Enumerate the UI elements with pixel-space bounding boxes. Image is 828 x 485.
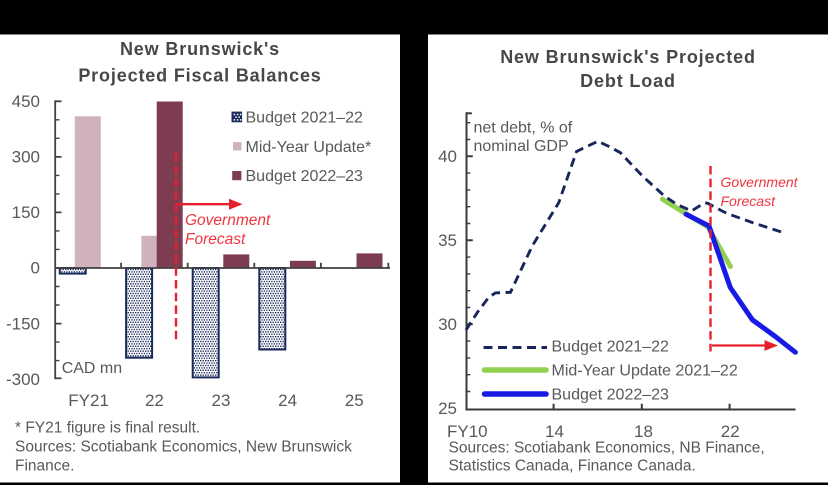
svg-text:Debt Load: Debt Load (580, 71, 676, 91)
svg-text:22: 22 (145, 391, 164, 410)
svg-text:24: 24 (278, 391, 297, 410)
svg-text:Finance.: Finance. (15, 458, 74, 475)
svg-text:nominal GDP: nominal GDP (474, 138, 569, 155)
svg-text:Government: Government (185, 212, 271, 229)
svg-text:Statistics Canada, Finance Can: Statistics Canada, Finance Canada. (449, 458, 696, 475)
svg-text:35: 35 (438, 231, 457, 250)
svg-text:Forecast: Forecast (721, 193, 777, 209)
svg-text:300: 300 (12, 148, 40, 167)
svg-text:-300: -300 (6, 370, 40, 389)
svg-text:Government: Government (721, 174, 799, 190)
svg-text:25: 25 (345, 391, 364, 410)
svg-text:New Brunswick's: New Brunswick's (120, 39, 280, 59)
svg-text:Sources: Scotiabank Economics,: Sources: Scotiabank Economics, NB Financ… (449, 440, 765, 457)
svg-text:Budget 2022–23: Budget 2022–23 (552, 387, 670, 404)
svg-text:Sources: Scotiabank Economics,: Sources: Scotiabank Economics, New Bruns… (15, 439, 352, 456)
svg-text:22: 22 (721, 422, 740, 441)
svg-text:-150: -150 (6, 314, 40, 333)
svg-text:* FY21 figure is final result.: * FY21 figure is final result. (15, 420, 200, 437)
svg-text:FY21: FY21 (68, 391, 109, 410)
svg-text:Budget 2021–22: Budget 2021–22 (246, 110, 364, 127)
svg-text:net debt, % of: net debt, % of (474, 120, 573, 137)
svg-text:0: 0 (31, 259, 40, 278)
svg-text:18: 18 (634, 422, 653, 441)
svg-text:Budget 2022–23: Budget 2022–23 (246, 168, 364, 185)
svg-text:Forecast: Forecast (185, 231, 246, 248)
svg-text:14: 14 (545, 422, 564, 441)
svg-text:Budget 2021–22: Budget 2021–22 (552, 339, 670, 356)
svg-text:New Brunswick's Projected: New Brunswick's Projected (500, 47, 756, 67)
svg-text:Mid-Year Update*: Mid-Year Update* (246, 139, 372, 156)
svg-text:CAD mn: CAD mn (62, 360, 122, 377)
svg-text:23: 23 (212, 391, 231, 410)
svg-text:25: 25 (438, 399, 457, 418)
svg-text:40: 40 (438, 147, 457, 166)
svg-text:30: 30 (438, 315, 457, 334)
svg-text:Mid-Year Update 2021–22: Mid-Year Update 2021–22 (552, 363, 738, 380)
svg-text:150: 150 (12, 203, 40, 222)
svg-text:Projected Fiscal Balances: Projected Fiscal Balances (78, 66, 321, 86)
svg-text:450: 450 (12, 92, 40, 111)
svg-text:FY10: FY10 (447, 422, 488, 441)
